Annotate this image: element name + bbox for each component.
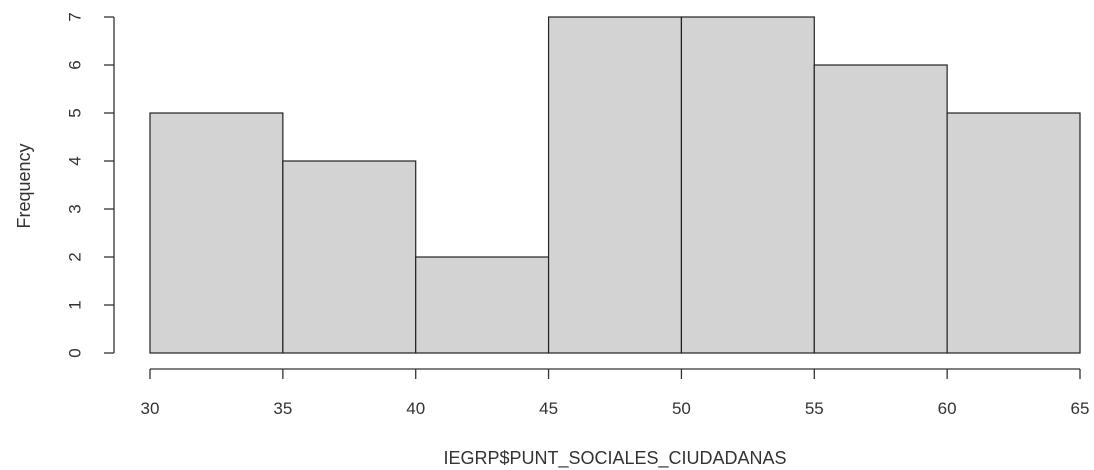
y-tick-label-2: 2: [65, 252, 84, 261]
histogram-bar-40-45: [415, 256, 550, 354]
histogram-bar-50-55: [680, 16, 815, 354]
y-tick-label-7: 7: [65, 12, 84, 21]
histogram-bar-35-40: [282, 160, 417, 354]
y-tick-label-5: 5: [65, 108, 84, 117]
x-tick-label-55: 55: [805, 399, 824, 418]
y-axis-title: Frequency: [14, 143, 34, 228]
x-tick-label-35: 35: [273, 399, 292, 418]
x-tick-label-45: 45: [539, 399, 558, 418]
histogram-bar-45-50: [547, 16, 683, 354]
histogram-bar-55-60: [813, 64, 948, 354]
histogram-bar-60-65: [946, 112, 1081, 354]
x-axis: 30 35 40 45 50 55 60 65: [141, 368, 1090, 418]
y-tick-label-0: 0: [65, 348, 84, 357]
x-tick-label-30: 30: [141, 399, 160, 418]
x-tick-label-65: 65: [1071, 399, 1090, 418]
bars-group: [149, 16, 1081, 354]
x-axis-title: IEGRP$PUNT_SOCIALES_CIUDADANAS: [443, 448, 786, 469]
y-tick-label-6: 6: [65, 60, 84, 69]
y-axis: 0 1 2 3 4 5 6 7: [65, 12, 115, 358]
x-tick-label-60: 60: [938, 399, 957, 418]
histogram-bar-30-35: [149, 112, 284, 354]
x-tick-label-50: 50: [672, 399, 691, 418]
x-tick-label-40: 40: [406, 399, 425, 418]
y-tick-label-4: 4: [65, 156, 84, 165]
y-tick-label-3: 3: [65, 204, 84, 213]
y-tick-label-1: 1: [65, 300, 84, 309]
